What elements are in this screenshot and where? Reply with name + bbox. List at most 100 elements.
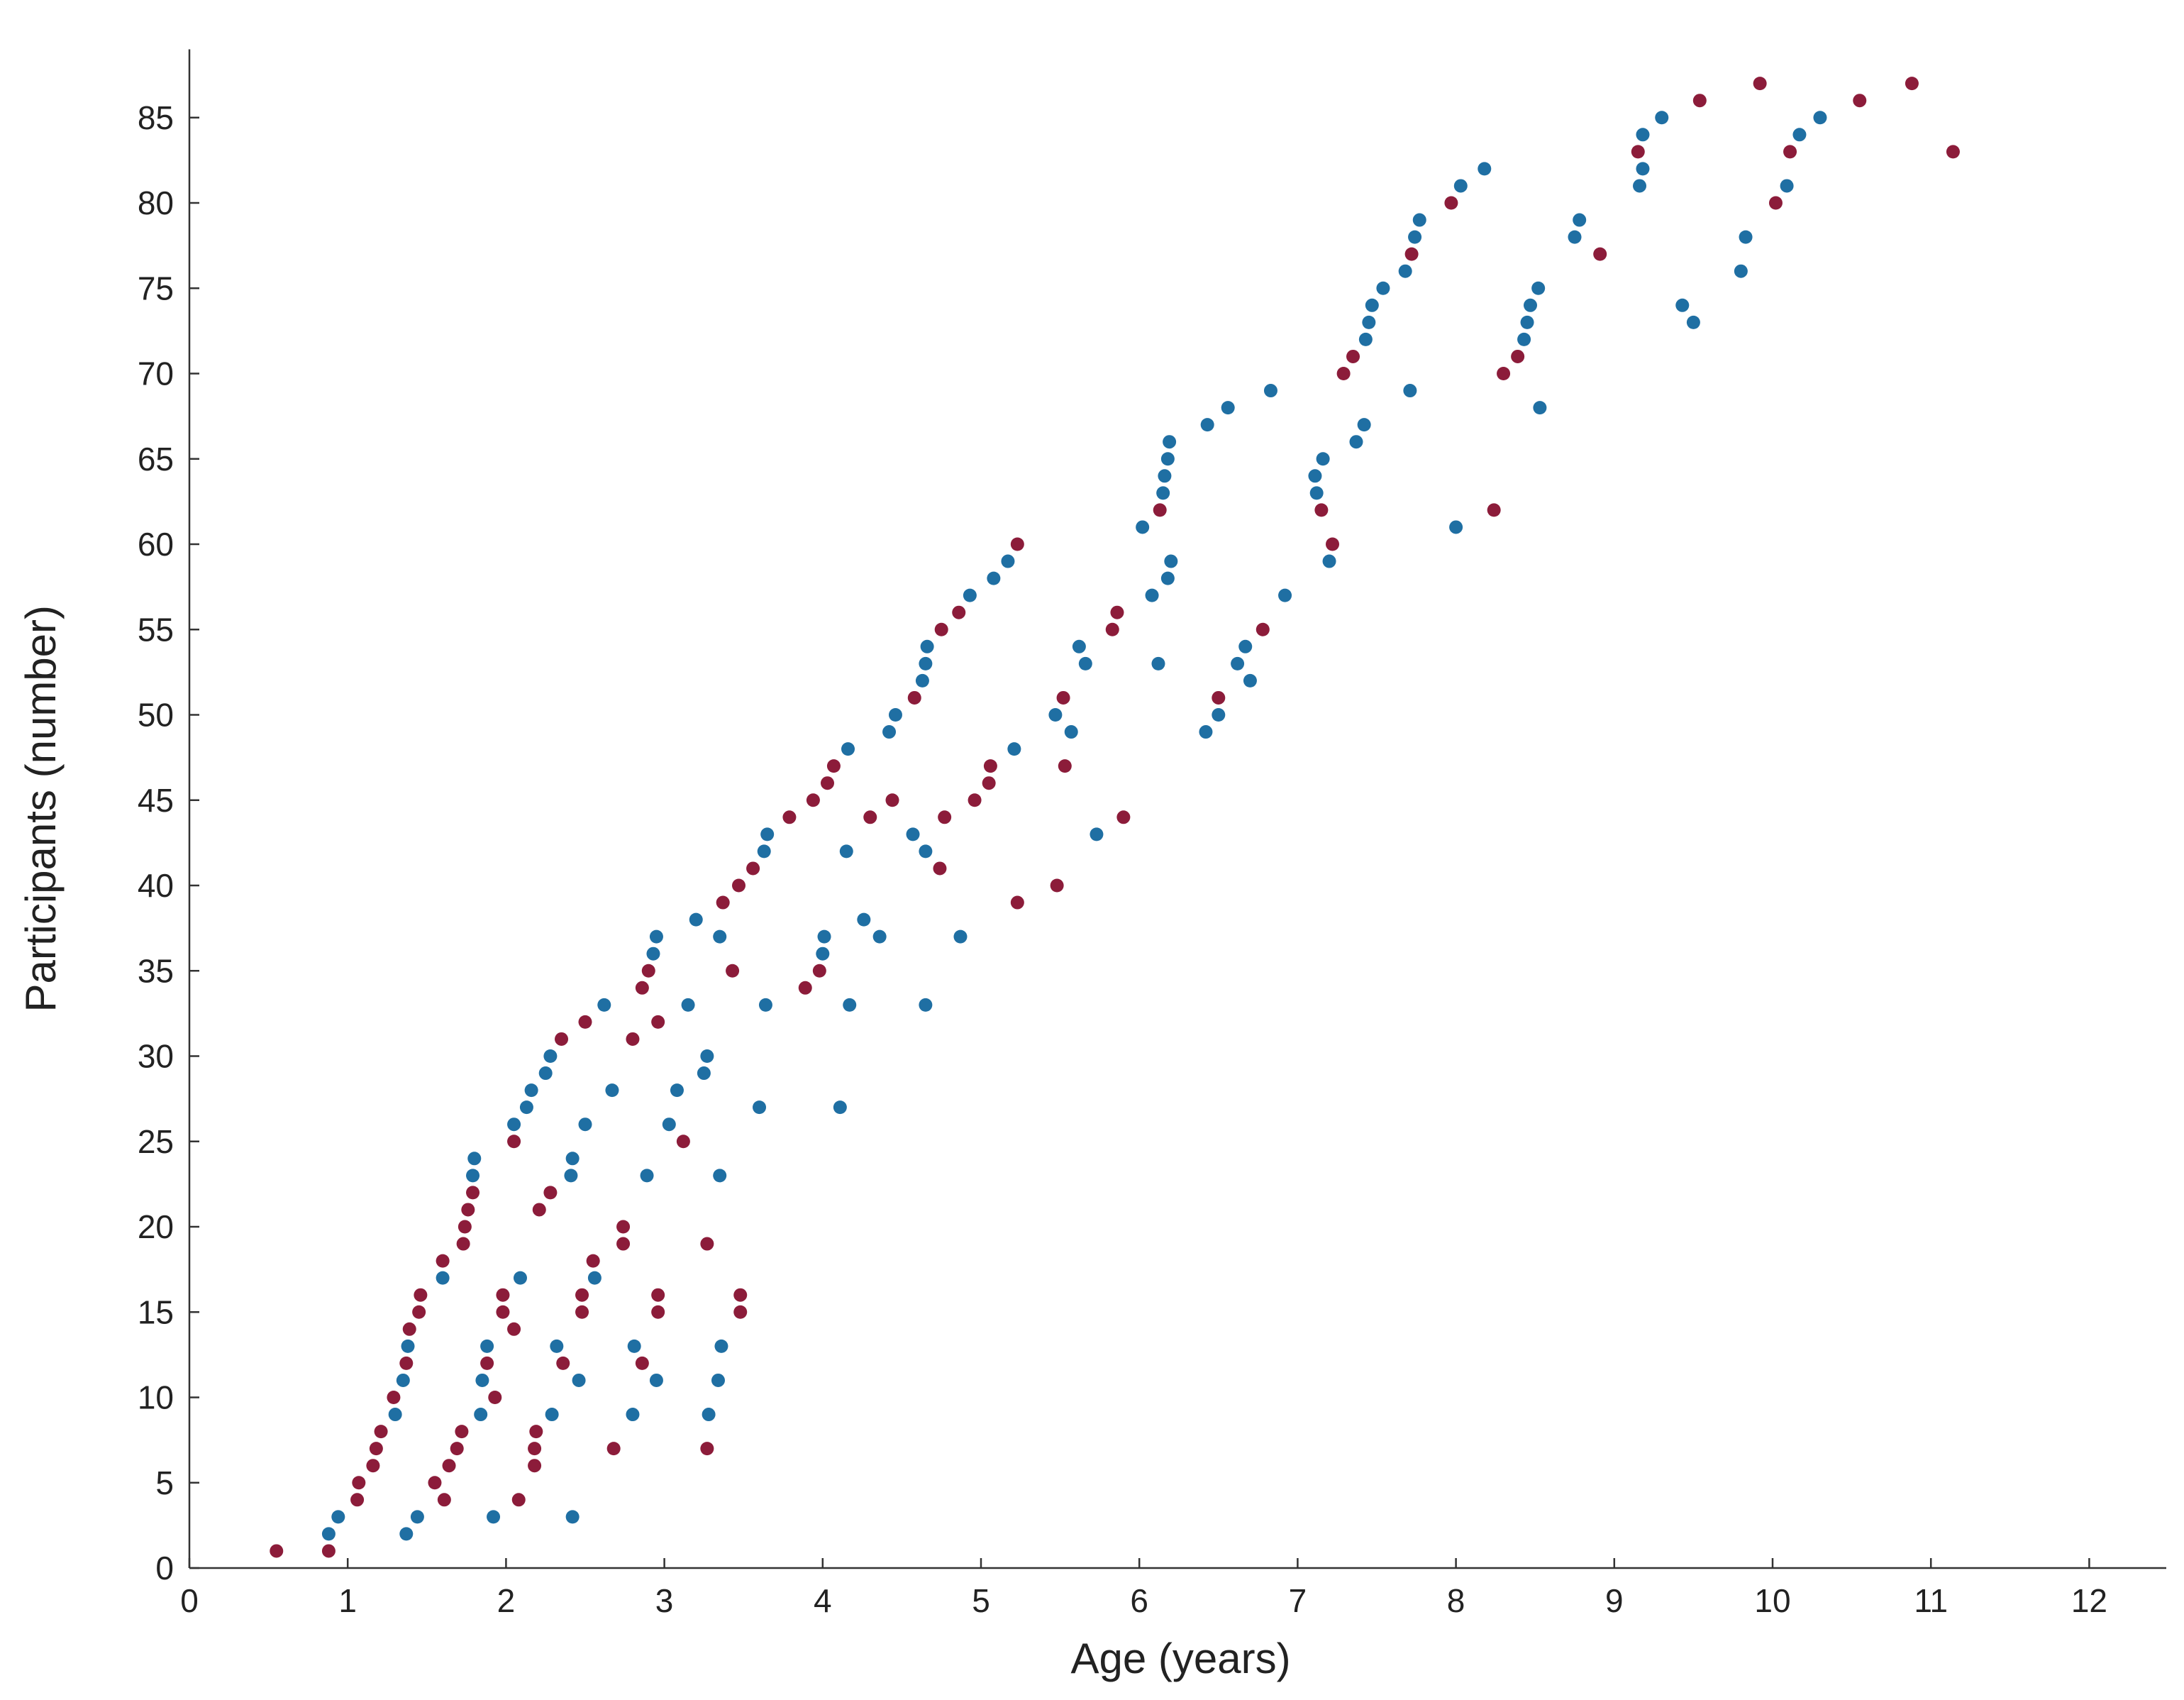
data-point-red [732, 878, 746, 893]
data-point-red [616, 1220, 631, 1234]
data-point-blue [649, 1373, 663, 1387]
data-point-blue [1308, 469, 1322, 483]
data-point-red [1905, 77, 1919, 91]
data-point-blue [466, 1169, 480, 1183]
data-point-blue [987, 571, 1001, 585]
x-tick-label: 5 [972, 1582, 990, 1619]
data-point-red [968, 793, 982, 807]
data-point-blue [1199, 725, 1213, 739]
data-point-red [606, 1442, 621, 1456]
data-point-blue [1278, 588, 1292, 602]
data-point-blue [1090, 827, 1104, 841]
data-point-blue [399, 1527, 414, 1541]
data-point-blue [758, 998, 772, 1012]
y-tick-label: 40 [138, 867, 174, 904]
data-point-blue [587, 1271, 602, 1285]
data-point-blue [1064, 725, 1078, 739]
data-point-red [635, 981, 649, 995]
data-point-blue [1533, 401, 1547, 415]
data-point-blue [1160, 571, 1175, 585]
data-point-red [952, 605, 966, 619]
data-point-red [575, 1288, 589, 1302]
data-point-red [1444, 196, 1458, 210]
data-point-blue [753, 1100, 767, 1115]
data-point-blue [920, 639, 934, 653]
data-point-red [1110, 605, 1124, 619]
data-point-red [555, 1032, 569, 1046]
data-point-red [812, 964, 826, 978]
data-point-blue [919, 998, 933, 1012]
x-tick-label: 4 [814, 1582, 832, 1619]
data-point-blue [1164, 554, 1178, 568]
data-point-red [826, 759, 841, 773]
data-point-red [1853, 94, 1867, 108]
data-point-blue [1520, 315, 1534, 329]
data-point-blue [1145, 588, 1159, 602]
data-point-red [806, 793, 820, 807]
data-point-blue [1231, 656, 1245, 670]
data-point-blue [1813, 111, 1827, 125]
data-point-red [651, 1015, 665, 1029]
data-point-red [641, 964, 655, 978]
data-point-red [820, 776, 834, 790]
x-axis-title: Age (years) [1070, 1635, 1290, 1682]
data-point-blue [1158, 469, 1172, 483]
data-point-blue [474, 1408, 488, 1422]
data-point-red [461, 1203, 475, 1217]
data-point-blue [713, 929, 727, 944]
x-tick-label: 2 [497, 1582, 516, 1619]
data-point-blue [1358, 332, 1373, 346]
data-point-red [726, 964, 740, 978]
data-point-blue [513, 1271, 527, 1285]
data-point-red [982, 776, 996, 790]
y-tick-label: 30 [138, 1038, 174, 1075]
data-point-red [402, 1322, 416, 1336]
data-point-red [1336, 367, 1351, 380]
data-point-red [352, 1476, 366, 1490]
data-point-red [1255, 622, 1270, 636]
data-point-blue [1675, 298, 1690, 312]
data-point-red [1497, 367, 1511, 380]
data-point-blue [760, 827, 775, 841]
data-point-blue [550, 1339, 564, 1353]
data-point-blue [915, 673, 929, 688]
data-point-red [414, 1288, 428, 1302]
data-point-blue [670, 1083, 684, 1098]
y-axis-title: Participants (number) [17, 605, 65, 1012]
data-point-red [578, 1015, 592, 1029]
data-point-red [366, 1459, 380, 1473]
data-point-blue [564, 1169, 578, 1183]
data-point-red [456, 1237, 470, 1251]
data-point-blue [396, 1373, 410, 1387]
data-point-blue [331, 1510, 345, 1524]
data-point-red [428, 1476, 442, 1490]
data-point-red [907, 690, 921, 705]
data-point-blue [1322, 554, 1336, 568]
data-point-red [1010, 895, 1024, 910]
data-point-red [1056, 690, 1070, 705]
data-point-blue [1156, 486, 1170, 500]
data-point-blue [1517, 332, 1531, 346]
data-point-red [528, 1442, 542, 1456]
data-point-red [575, 1305, 589, 1319]
data-point-blue [713, 1169, 727, 1183]
data-point-blue [572, 1373, 586, 1387]
data-point-red [635, 1356, 649, 1370]
y-tick-label: 35 [138, 952, 174, 989]
data-point-red [1404, 247, 1419, 261]
data-point-red [733, 1305, 748, 1319]
data-point-red [616, 1237, 631, 1251]
data-point-blue [1568, 230, 1582, 244]
x-tick-label: 12 [2071, 1582, 2107, 1619]
data-point-blue [1655, 111, 1669, 125]
data-point-blue [1078, 656, 1092, 670]
data-point-blue [1001, 554, 1015, 568]
data-point-blue [1734, 264, 1748, 278]
data-point-blue [1478, 162, 1492, 176]
y-tick-label: 5 [155, 1464, 174, 1501]
y-tick-label: 10 [138, 1379, 174, 1416]
data-point-blue [627, 1339, 641, 1353]
data-point-blue [681, 998, 695, 1012]
x-tick-label: 7 [1289, 1582, 1307, 1619]
